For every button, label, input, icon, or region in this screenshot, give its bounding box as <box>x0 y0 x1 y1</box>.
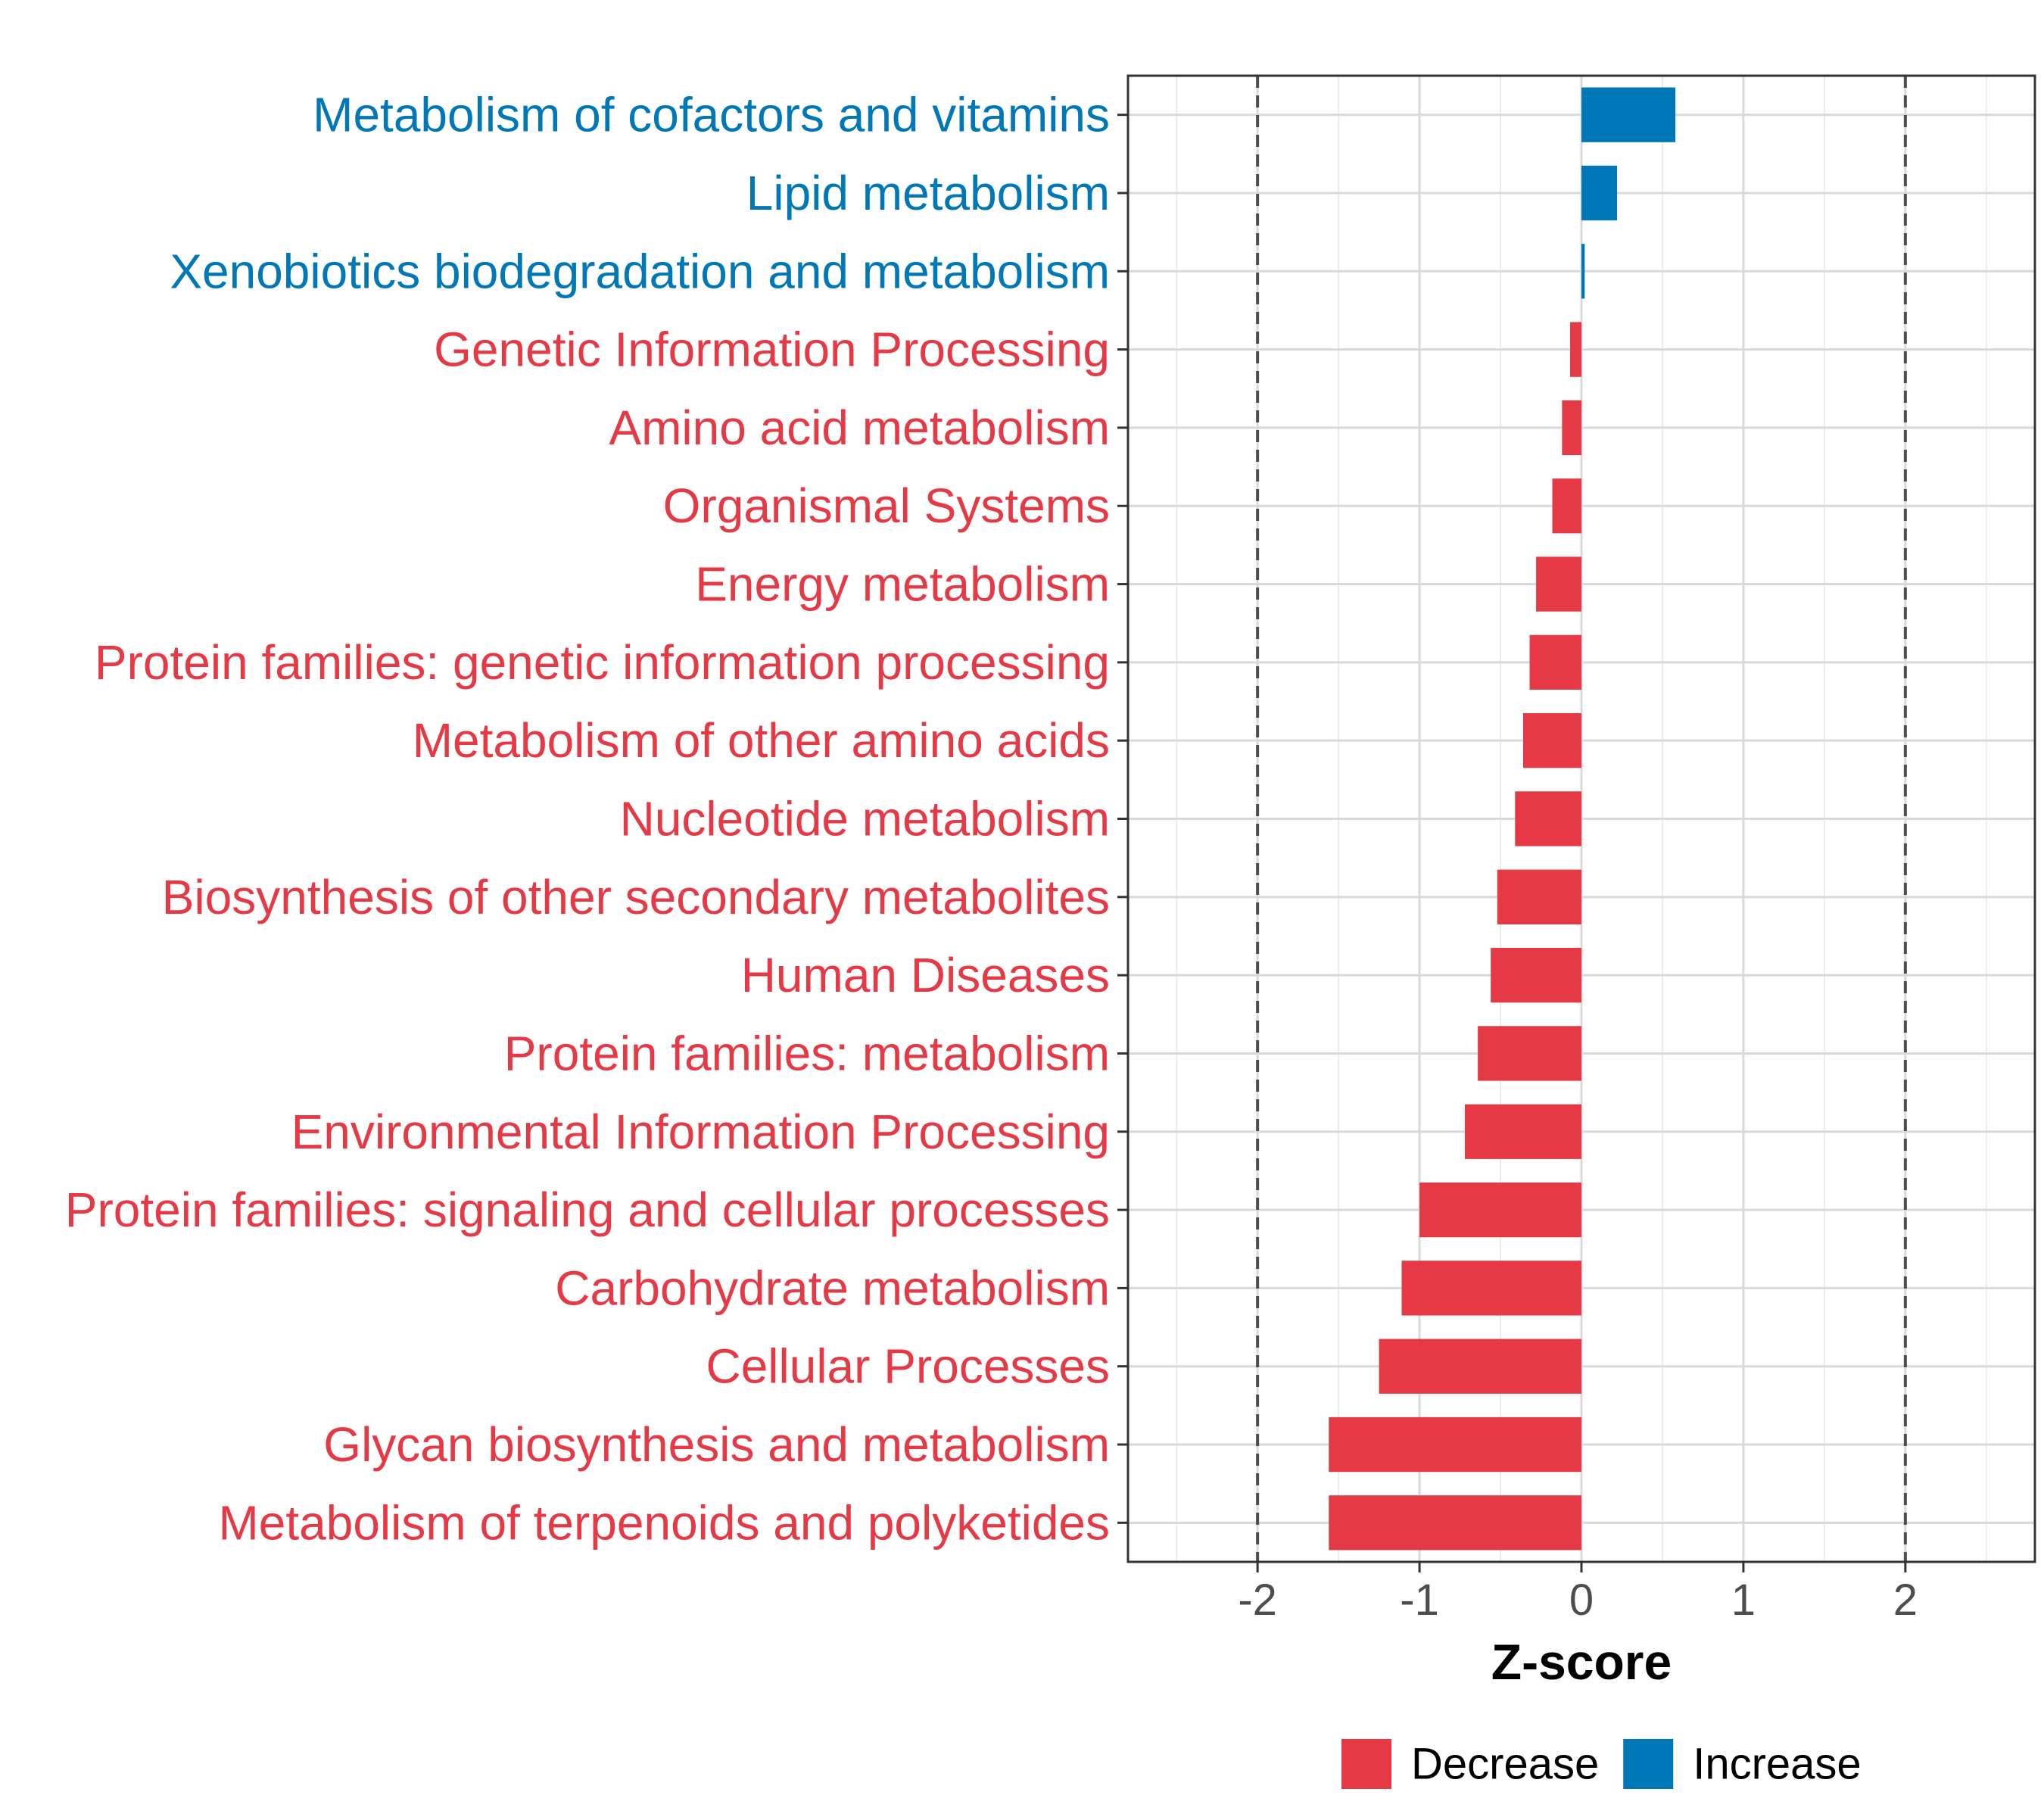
x-tick-label: 1 <box>1731 1575 1756 1625</box>
legend: Decrease Increase <box>1341 1739 1862 1789</box>
category-label: Metabolism of other amino acids <box>413 713 1110 768</box>
category-label: Environmental Information Processing <box>291 1105 1110 1159</box>
legend-label: Increase <box>1693 1740 1861 1789</box>
y-axis-labels: Metabolism of cofactors and vitamins Lipi… <box>65 88 1110 1551</box>
y-axis-ticks <box>1117 114 1128 1524</box>
bar <box>1329 1495 1581 1551</box>
category-label: Nucleotide metabolism <box>620 792 1110 846</box>
category-label: Amino acid metabolism <box>609 400 1110 455</box>
bar <box>1497 869 1581 924</box>
x-tick-label: 0 <box>1569 1575 1594 1625</box>
legend-swatch <box>1623 1739 1674 1789</box>
bar <box>1401 1261 1581 1316</box>
legend-label: Decrease <box>1411 1740 1599 1789</box>
category-label: Biosynthesis of other secondary metaboli… <box>162 870 1110 924</box>
bar <box>1522 713 1581 768</box>
x-tick-label: 2 <box>1893 1575 1918 1625</box>
category-label: Lipid metabolism <box>746 166 1110 220</box>
category-label: Human Diseases <box>741 948 1110 1002</box>
category-label: Genetic Information Processing <box>434 323 1110 377</box>
reference-lines <box>1256 76 1907 1562</box>
bar <box>1491 947 1581 1003</box>
x-tick-label: -2 <box>1238 1575 1277 1625</box>
x-axis-ticks: -2 -1 0 1 2 <box>1238 1562 1918 1625</box>
bar <box>1379 1339 1581 1394</box>
bar <box>1529 634 1581 690</box>
bar <box>1562 400 1581 456</box>
bar <box>1581 244 1585 299</box>
category-label: Organismal Systems <box>663 478 1110 533</box>
bar <box>1570 322 1581 377</box>
x-axis-title: Z-score <box>1491 1634 1672 1690</box>
category-label: Metabolism of cofactors and vitamins <box>313 88 1110 142</box>
bar <box>1329 1417 1581 1473</box>
category-label: Protein families: metabolism <box>504 1026 1110 1080</box>
legend-swatch <box>1341 1739 1391 1789</box>
bar <box>1581 165 1618 221</box>
category-label: Glycan biosynthesis and metabolism <box>323 1417 1110 1472</box>
category-label: Protein families: signaling and cellular… <box>65 1183 1110 1237</box>
category-label: Metabolism of terpenoids and polyketides <box>218 1495 1110 1550</box>
bar <box>1552 478 1581 534</box>
bar <box>1581 87 1676 142</box>
category-label: Xenobiotics biodegradation and metabolis… <box>170 244 1110 298</box>
bar <box>1464 1104 1581 1159</box>
bar <box>1515 791 1581 846</box>
bar <box>1536 556 1581 612</box>
bar <box>1478 1026 1581 1081</box>
category-label: Carbohydrate metabolism <box>555 1261 1110 1315</box>
category-label: Energy metabolism <box>695 557 1110 612</box>
bar <box>1419 1182 1581 1238</box>
category-label: Protein families: genetic information pr… <box>95 635 1110 690</box>
category-label: Cellular Processes <box>706 1339 1110 1394</box>
bars <box>1329 87 1676 1551</box>
x-tick-label: -1 <box>1400 1575 1439 1625</box>
